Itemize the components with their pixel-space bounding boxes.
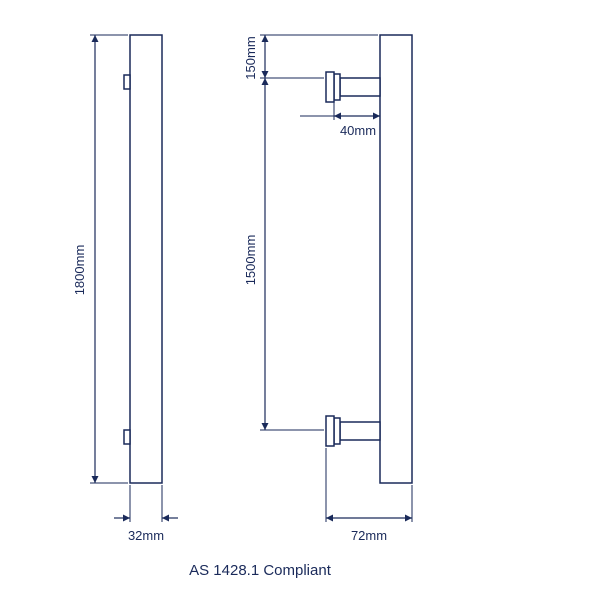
dim-spacer-length: 1500mm: [243, 78, 324, 430]
compliance-text: AS 1428.1 Compliant: [189, 562, 332, 579]
side-view: [326, 35, 412, 483]
label-side-width: 72mm: [351, 528, 387, 543]
label-spacer-length: 1500mm: [243, 235, 258, 286]
dim-front-width: 32mm: [114, 485, 178, 543]
dim-top-offset: 150mm: [243, 35, 378, 80]
label-front-width: 32mm: [128, 528, 164, 543]
technical-drawing: 1800mm 32mm 150mm 1500mm: [0, 0, 600, 600]
label-spacer-projection: 40mm: [340, 123, 376, 138]
front-view: [124, 35, 162, 483]
dim-overall-height: 1800mm: [72, 35, 128, 483]
dim-spacer-projection: 40mm: [300, 98, 380, 138]
label-overall-height: 1800mm: [72, 245, 87, 296]
label-top-offset: 150mm: [243, 36, 258, 79]
